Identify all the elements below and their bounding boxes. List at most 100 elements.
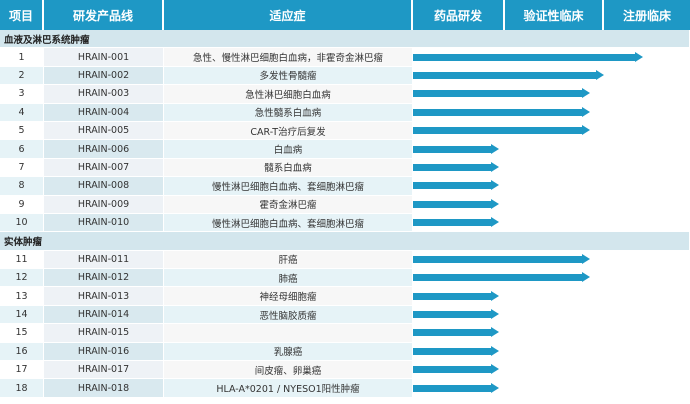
table-row: 15 HRAIN-015 [0, 324, 690, 343]
progress-bar-body [413, 219, 491, 227]
progress-bar [413, 290, 690, 301]
row-indication: 间皮瘤、卵巢癌 [164, 361, 413, 380]
progress-bar [413, 309, 690, 320]
table-row: 17 HRAIN-017 间皮瘤、卵巢癌 [0, 361, 690, 380]
row-progress-cell [413, 213, 690, 233]
progress-bar-body [413, 182, 491, 190]
table-row: 16 HRAIN-016 乳腺癌 [0, 342, 690, 362]
row-indication: 急性髓系白血病 [164, 103, 413, 122]
progress-bar-body [413, 274, 582, 282]
progress-bar [413, 143, 690, 154]
row-indication: 髓系白血病 [164, 158, 413, 178]
row-progress-cell [413, 342, 690, 362]
table-row: 6 HRAIN-006 白血病 [0, 140, 690, 159]
row-indication: 肝癌 [164, 250, 413, 270]
row-product-code: HRAIN-001 [44, 48, 164, 67]
row-product-code: HRAIN-012 [44, 269, 164, 288]
table-row: 10 HRAIN-010 慢性淋巴细胞白血病、套细胞淋巴瘤 [0, 213, 690, 233]
progress-arrow-icon [582, 125, 590, 136]
row-progress-cell [413, 379, 690, 398]
row-indication: 乳腺癌 [164, 342, 413, 362]
row-indication: 肺癌 [164, 269, 413, 288]
row-product-code: HRAIN-002 [44, 66, 164, 86]
section-header-row: 血液及淋巴系统肿瘤 [0, 30, 690, 49]
table-row: 18 HRAIN-018 HLA-A*0201 / NYESO1阳性肿瘤 [0, 379, 690, 398]
row-project-number: 10 [0, 213, 44, 233]
progress-arrow-icon [491, 345, 499, 356]
progress-arrow-icon [491, 143, 499, 154]
row-product-code: HRAIN-011 [44, 250, 164, 270]
table-row: 2 HRAIN-002 多发性骨髓瘤 [0, 66, 690, 86]
progress-bar-body [413, 163, 491, 171]
progress-bar [413, 106, 690, 117]
row-progress-cell [413, 269, 690, 288]
row-project-number: 12 [0, 269, 44, 288]
row-project-number: 2 [0, 66, 44, 86]
progress-bar-body [413, 108, 582, 116]
progress-arrow-icon [491, 161, 499, 172]
row-indication: 急性淋巴细胞白血病 [164, 85, 413, 104]
header-drug-development: 药品研发 [413, 0, 505, 30]
row-progress-cell [413, 85, 690, 104]
progress-arrow-icon [491, 180, 499, 191]
row-product-code: HRAIN-005 [44, 121, 164, 141]
progress-arrow-icon [582, 272, 590, 283]
progress-arrow-icon [596, 69, 604, 80]
progress-bar-body [413, 347, 491, 355]
progress-arrow-icon [491, 198, 499, 209]
row-progress-cell [413, 121, 690, 141]
table-row: 12 HRAIN-012 肺癌 [0, 269, 690, 288]
progress-bar-body [413, 384, 491, 392]
row-project-number: 18 [0, 379, 44, 398]
row-project-number: 1 [0, 48, 44, 67]
section-title: 实体肿瘤 [0, 232, 690, 251]
row-progress-cell [413, 250, 690, 270]
progress-bar-body [413, 127, 582, 135]
header-product-line: 研发产品线 [44, 0, 164, 30]
progress-bar [413, 69, 690, 80]
row-indication: 多发性骨髓瘤 [164, 66, 413, 86]
row-project-number: 9 [0, 195, 44, 214]
row-product-code: HRAIN-016 [44, 342, 164, 362]
progress-arrow-icon [491, 217, 499, 228]
row-product-code: HRAIN-010 [44, 213, 164, 233]
row-progress-cell [413, 158, 690, 178]
progress-arrow-icon [582, 88, 590, 99]
progress-bar-body [413, 329, 491, 337]
progress-bar [413, 180, 690, 191]
progress-bar [413, 198, 690, 209]
progress-arrow-icon [491, 364, 499, 375]
row-product-code: HRAIN-009 [44, 195, 164, 214]
row-indication: 白血病 [164, 140, 413, 159]
row-product-code: HRAIN-014 [44, 305, 164, 325]
header-project: 项目 [0, 0, 44, 30]
row-project-number: 5 [0, 121, 44, 141]
table-row: 14 HRAIN-014 恶性脑胶质瘤 [0, 305, 690, 325]
progress-bar-body [413, 53, 635, 61]
row-product-code: HRAIN-015 [44, 324, 164, 343]
row-progress-cell [413, 48, 690, 67]
progress-bar-body [413, 255, 582, 263]
progress-bar [413, 327, 690, 338]
section-title: 血液及淋巴系统肿瘤 [0, 30, 690, 49]
row-indication: 慢性淋巴细胞白血病、套细胞淋巴瘤 [164, 213, 413, 233]
row-project-number: 14 [0, 305, 44, 325]
row-project-number: 15 [0, 324, 44, 343]
progress-bar-body [413, 366, 491, 374]
progress-bar-body [413, 145, 491, 153]
row-progress-cell [413, 361, 690, 380]
progress-bar-body [413, 200, 491, 208]
progress-bar [413, 364, 690, 375]
table-row: 7 HRAIN-007 髓系白血病 [0, 158, 690, 178]
progress-bar-body [413, 292, 491, 300]
row-indication: 慢性淋巴细胞白血病、套细胞淋巴瘤 [164, 177, 413, 196]
progress-arrow-icon [491, 290, 499, 301]
progress-bar [413, 345, 690, 356]
table-row: 11 HRAIN-011 肝癌 [0, 250, 690, 270]
row-progress-cell [413, 177, 690, 196]
table-row: 13 HRAIN-013 神经母细胞瘤 [0, 287, 690, 306]
progress-arrow-icon [491, 382, 499, 393]
row-project-number: 16 [0, 342, 44, 362]
